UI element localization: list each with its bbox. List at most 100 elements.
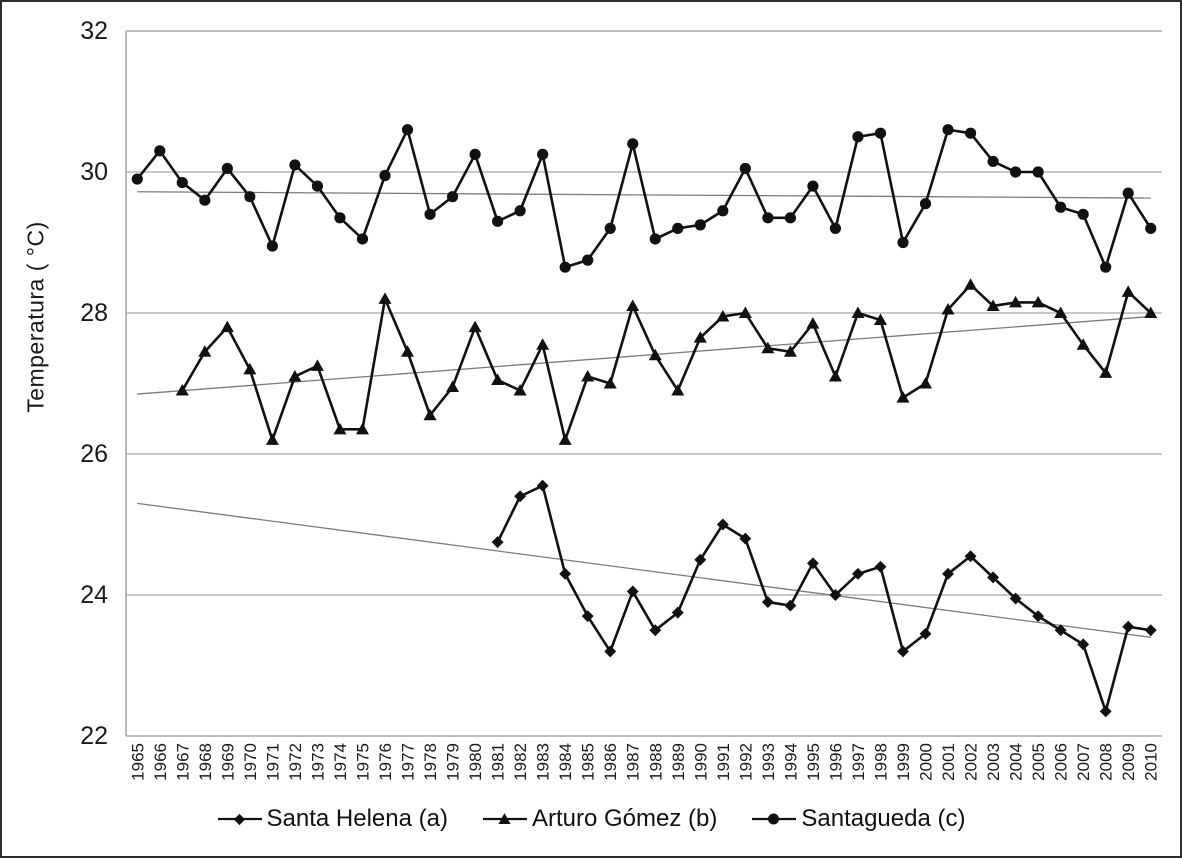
data-point-diamond <box>1077 638 1090 651</box>
data-point-circle <box>154 145 166 157</box>
data-point-circle <box>446 191 459 203</box>
data-point-circle <box>199 194 211 206</box>
data-point-diamond <box>874 560 887 573</box>
data-point-diamond <box>649 624 662 637</box>
legend-label-santagueda: Santagueda (c) <box>801 805 966 832</box>
data-point-diamond <box>784 599 797 612</box>
data-point-circle <box>1122 187 1134 199</box>
data-point-circle <box>379 169 391 182</box>
data-point-triangle <box>1031 295 1045 308</box>
data-point-triangle <box>671 384 685 396</box>
data-point-circle <box>334 212 346 224</box>
data-point-circle <box>874 127 887 139</box>
x-tick-label-1987: 1987 <box>624 743 643 781</box>
data-point-circle <box>897 236 909 249</box>
x-tick-label-1970: 1970 <box>241 743 260 781</box>
data-point-circle <box>739 162 751 175</box>
data-point-triangle <box>333 422 347 435</box>
data-point-triangle <box>581 369 595 382</box>
triangle-marker-icon <box>482 813 527 824</box>
data-point-circle <box>401 124 414 136</box>
series-line-circle <box>136 126 1152 271</box>
data-point-triangle <box>896 391 910 403</box>
data-point-circle <box>1055 201 1067 213</box>
data-point-circle <box>717 205 729 217</box>
data-point-circle <box>604 222 616 234</box>
x-tick-label-1985: 1985 <box>579 743 598 781</box>
data-point-triangle <box>648 348 662 361</box>
legend-label-santa-helena: Santa Helena (a) <box>266 805 448 832</box>
legend-item-santa-helena: Santa Helena (a) <box>217 805 448 833</box>
x-tick-label-2004: 2004 <box>1007 743 1026 781</box>
data-point-circle <box>311 180 324 192</box>
temperature-line-chart: 22 24 26 28 30 32 1965 1966 1967 1968 1969 1970 1971… <box>80 17 1162 781</box>
data-point-triangle <box>1099 366 1113 378</box>
data-point-circle <box>919 198 932 210</box>
data-point-circle <box>289 159 301 171</box>
diamond-marker-icon <box>217 813 262 826</box>
x-tick-label-1989: 1989 <box>669 743 688 781</box>
y-tick-label-22: 22 <box>80 722 108 750</box>
x-tick-label-2005: 2005 <box>1029 743 1048 781</box>
data-point-circle <box>807 180 819 192</box>
x-tick-label-1967: 1967 <box>173 743 192 781</box>
y-axis-title: Temperatura ( °C) <box>22 221 49 413</box>
x-tick-label-1994: 1994 <box>781 743 800 781</box>
data-point-diamond <box>1009 592 1022 605</box>
data-point-triangle <box>1121 285 1135 297</box>
x-tick-label-1979: 1979 <box>444 743 463 781</box>
legend-label-arturo-gomez: Arturo Gómez (b) <box>531 805 718 832</box>
data-point-triangle <box>198 345 212 357</box>
data-point-circle <box>762 212 774 224</box>
data-point-circle <box>1032 166 1044 178</box>
data-point-triangle <box>378 292 392 304</box>
x-tick-label-1965: 1965 <box>128 743 147 781</box>
data-point-circle <box>244 191 256 203</box>
data-point-diamond <box>761 596 774 608</box>
y-tick-label-26: 26 <box>80 440 108 468</box>
data-point-triangle <box>175 384 189 396</box>
x-tick-label-2000: 2000 <box>917 743 936 781</box>
x-tick-label-1986: 1986 <box>601 743 620 781</box>
x-tick-label-1977: 1977 <box>399 743 418 781</box>
trend-line-0 <box>137 502 1151 638</box>
data-point-diamond <box>626 585 639 598</box>
data-point-circle <box>987 155 999 168</box>
x-tick-label-1981: 1981 <box>489 743 508 781</box>
data-point-circle <box>356 233 369 245</box>
data-point-circle <box>514 205 526 217</box>
data-point-circle <box>559 261 571 273</box>
legend-item-santagueda: Santagueda (c) <box>751 805 965 833</box>
data-point-diamond <box>559 567 572 580</box>
data-point-circle <box>221 162 233 175</box>
data-point-triangle <box>1076 338 1090 350</box>
x-tick-label-1974: 1974 <box>331 743 350 781</box>
data-point-triangle <box>806 317 820 329</box>
x-tick-label-1971: 1971 <box>263 743 282 781</box>
x-tick-label-2006: 2006 <box>1052 743 1071 781</box>
data-point-diamond <box>1122 620 1135 633</box>
data-point-circle <box>694 219 706 231</box>
data-point-triangle <box>310 359 324 371</box>
y-tick-label-30: 30 <box>80 158 108 186</box>
data-point-triangle <box>1009 295 1023 308</box>
data-point-triangle <box>468 320 482 333</box>
data-point-triangle <box>738 306 752 318</box>
x-tick-label-1993: 1993 <box>759 743 778 781</box>
legend-item-arturo-gomez: Arturo Gómez (b) <box>482 805 717 833</box>
data-point-triangle <box>243 362 257 375</box>
data-point-diamond <box>581 610 594 623</box>
x-tick-label-2007: 2007 <box>1074 743 1093 781</box>
data-point-circle <box>469 148 481 160</box>
data-point-circle <box>964 127 977 139</box>
data-point-diamond <box>536 479 549 492</box>
data-point-triangle <box>423 408 437 421</box>
data-point-triangle <box>288 369 302 382</box>
data-point-triangle <box>603 377 617 389</box>
data-point-triangle <box>851 306 865 318</box>
y-tick-label-24: 24 <box>80 581 108 609</box>
data-point-triangle <box>873 313 887 326</box>
x-tick-label-1988: 1988 <box>646 743 665 781</box>
x-tick-label-1976: 1976 <box>376 743 395 781</box>
data-point-circle <box>627 138 639 150</box>
